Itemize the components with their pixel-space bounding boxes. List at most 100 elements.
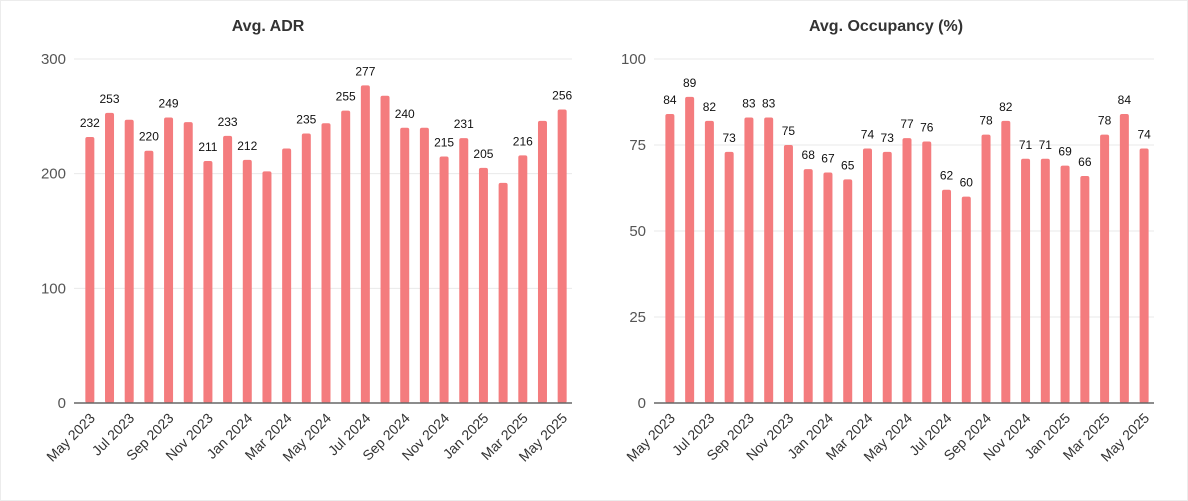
data-label: 66 (1078, 155, 1092, 169)
data-label: 74 (1137, 127, 1151, 141)
bar (882, 151, 892, 403)
bar (124, 119, 134, 404)
bar (961, 196, 971, 403)
bar (1139, 148, 1149, 403)
data-label: 60 (960, 176, 974, 190)
y-tick-label: 0 (638, 395, 646, 412)
y-tick-label: 300 (41, 51, 66, 68)
data-label: 216 (513, 134, 533, 148)
bar (203, 161, 213, 403)
data-label: 212 (237, 139, 257, 153)
bar (685, 96, 695, 403)
data-label: 74 (861, 127, 875, 141)
x-tick-label: May 2023 (43, 410, 98, 465)
data-label: 240 (395, 107, 415, 121)
bar (724, 151, 734, 403)
bar (862, 148, 872, 403)
data-label: 231 (454, 117, 474, 131)
data-label: 62 (940, 169, 954, 183)
data-label: 78 (1098, 114, 1112, 128)
bar (360, 85, 370, 403)
data-label: 84 (663, 93, 677, 107)
bar (803, 169, 813, 403)
data-label: 235 (296, 113, 316, 127)
bar (922, 141, 932, 403)
bar (1100, 134, 1110, 403)
bar (144, 150, 154, 403)
bar (942, 189, 952, 403)
data-label: 71 (1019, 138, 1033, 152)
bar (902, 138, 912, 403)
data-label: 255 (336, 90, 356, 104)
data-label: 82 (703, 100, 717, 114)
data-label: 73 (722, 131, 736, 145)
data-label: 220 (139, 130, 159, 144)
data-label: 84 (1118, 93, 1132, 107)
data-label: 211 (198, 140, 217, 154)
bar (704, 120, 714, 404)
occupancy-bar-chart: 0 25 50 75 100 84 89 82 73 83 83 75 68 67 65 74 73 77 76 62… (621, 51, 1154, 465)
y-tick-label: 75 (629, 137, 646, 154)
bar (85, 136, 95, 403)
bar (478, 167, 488, 403)
data-label: 71 (1039, 138, 1053, 152)
data-label: 75 (782, 124, 796, 138)
bar (498, 182, 508, 403)
bar (764, 117, 774, 403)
data-label: 76 (920, 121, 934, 135)
bar (459, 138, 469, 403)
bar (665, 114, 675, 403)
bar (380, 95, 390, 404)
bar (1060, 165, 1070, 403)
bar (262, 171, 272, 403)
adr-chart-title: Avg. ADR (231, 18, 305, 35)
data-label: 233 (218, 115, 238, 129)
occupancy-chart-title: Avg. Occupancy (%) (808, 18, 964, 35)
y-tick-label: 0 (58, 395, 66, 412)
data-label: 232 (80, 116, 100, 130)
data-label: 83 (742, 96, 756, 110)
bar (1040, 158, 1050, 403)
bar (537, 120, 547, 404)
bar (341, 110, 351, 403)
bar (557, 109, 567, 403)
data-label: 68 (802, 148, 816, 162)
bar (242, 159, 252, 403)
y-tick-label: 50 (629, 223, 646, 240)
bar (1021, 158, 1031, 403)
data-label: 73 (881, 131, 895, 145)
bar (823, 172, 833, 403)
bar (419, 127, 429, 404)
bar (301, 133, 311, 404)
data-label: 89 (683, 76, 697, 90)
data-label: 205 (473, 147, 493, 161)
bar (282, 148, 292, 403)
bar (1119, 114, 1129, 403)
bar (183, 122, 193, 404)
data-label: 249 (159, 96, 179, 110)
data-label: 78 (979, 114, 993, 128)
bar (1001, 120, 1011, 404)
bar (981, 134, 991, 403)
data-label: 65 (841, 158, 855, 172)
bar (783, 145, 793, 403)
data-label: 256 (552, 88, 572, 102)
bar (843, 179, 853, 403)
bar (321, 123, 331, 404)
y-tick-label: 200 (41, 166, 66, 183)
data-label: 253 (100, 92, 120, 106)
bar (105, 112, 115, 403)
y-tick-label: 100 (41, 280, 66, 297)
bar (1080, 175, 1090, 403)
data-label: 83 (762, 96, 776, 110)
bar (439, 156, 449, 403)
data-label: 82 (999, 100, 1013, 114)
data-label: 277 (355, 64, 375, 78)
bar (164, 117, 174, 403)
data-label: 77 (900, 117, 914, 131)
data-label: 215 (434, 135, 454, 149)
bar (400, 127, 410, 404)
y-tick-label: 25 (629, 309, 646, 326)
